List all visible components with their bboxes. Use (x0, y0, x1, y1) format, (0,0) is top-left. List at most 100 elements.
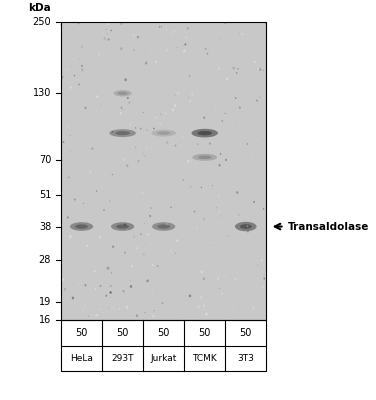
Text: 50: 50 (117, 328, 129, 338)
Circle shape (96, 314, 98, 316)
Circle shape (140, 128, 141, 130)
Circle shape (115, 82, 117, 84)
Text: 293T: 293T (111, 354, 134, 363)
Circle shape (238, 306, 239, 307)
Ellipse shape (114, 90, 132, 96)
Circle shape (87, 221, 88, 223)
Circle shape (187, 27, 189, 29)
Circle shape (70, 134, 71, 136)
Circle shape (205, 48, 206, 50)
Circle shape (64, 288, 66, 290)
Circle shape (68, 176, 70, 178)
Circle shape (99, 308, 101, 310)
Circle shape (110, 292, 111, 293)
Circle shape (105, 134, 106, 135)
Circle shape (120, 112, 122, 115)
Circle shape (159, 285, 160, 286)
Circle shape (147, 233, 149, 236)
Circle shape (188, 75, 191, 77)
Circle shape (61, 61, 62, 62)
Circle shape (256, 100, 258, 102)
Circle shape (144, 155, 146, 157)
Circle shape (74, 198, 76, 200)
Circle shape (164, 112, 167, 114)
Circle shape (211, 256, 212, 257)
Ellipse shape (70, 222, 93, 231)
Circle shape (124, 252, 126, 254)
Circle shape (145, 146, 148, 149)
Circle shape (83, 203, 84, 204)
Circle shape (253, 308, 254, 310)
Circle shape (85, 284, 86, 286)
Circle shape (156, 117, 157, 118)
Circle shape (85, 106, 86, 109)
Text: 19: 19 (39, 297, 51, 307)
Circle shape (103, 37, 106, 40)
Circle shape (234, 43, 235, 44)
Circle shape (203, 278, 205, 280)
Circle shape (105, 29, 107, 30)
Circle shape (203, 218, 205, 220)
Bar (61, 22, 266, 320)
Circle shape (234, 278, 236, 281)
Circle shape (70, 151, 71, 152)
Circle shape (262, 286, 264, 288)
Circle shape (166, 49, 168, 51)
Ellipse shape (75, 224, 88, 229)
Circle shape (217, 277, 219, 280)
Circle shape (257, 68, 259, 70)
Circle shape (189, 221, 190, 222)
Circle shape (247, 225, 248, 227)
Circle shape (212, 185, 213, 186)
Circle shape (100, 104, 102, 106)
Circle shape (171, 131, 173, 132)
Circle shape (216, 112, 217, 114)
Circle shape (89, 170, 91, 173)
Circle shape (225, 159, 227, 161)
Circle shape (67, 68, 68, 70)
Circle shape (123, 158, 125, 160)
Ellipse shape (192, 154, 217, 161)
Circle shape (137, 36, 139, 38)
Circle shape (185, 43, 186, 46)
Circle shape (174, 30, 176, 32)
Circle shape (161, 26, 162, 27)
Circle shape (124, 224, 126, 226)
Circle shape (74, 75, 75, 76)
Circle shape (135, 146, 136, 148)
Circle shape (186, 37, 187, 38)
Circle shape (121, 106, 122, 109)
Circle shape (187, 160, 190, 163)
Circle shape (155, 60, 157, 63)
Circle shape (99, 54, 100, 56)
Circle shape (189, 100, 191, 102)
Circle shape (138, 160, 139, 162)
Circle shape (123, 160, 124, 161)
Text: 70: 70 (39, 155, 51, 165)
Circle shape (79, 283, 80, 285)
Circle shape (220, 153, 221, 155)
Circle shape (170, 250, 171, 252)
Circle shape (72, 297, 74, 299)
Circle shape (166, 143, 167, 144)
Circle shape (157, 265, 159, 267)
Circle shape (81, 68, 83, 72)
Circle shape (62, 278, 65, 281)
Circle shape (106, 75, 108, 76)
Circle shape (105, 294, 107, 297)
Ellipse shape (111, 222, 134, 231)
Circle shape (235, 225, 236, 226)
Ellipse shape (118, 92, 127, 95)
Circle shape (99, 236, 101, 238)
Circle shape (218, 164, 221, 167)
Circle shape (128, 102, 130, 104)
Circle shape (81, 45, 83, 48)
Text: 50: 50 (158, 328, 170, 338)
Circle shape (200, 270, 203, 273)
Circle shape (261, 259, 263, 262)
Circle shape (103, 312, 104, 313)
Circle shape (127, 97, 129, 99)
Circle shape (82, 220, 83, 221)
Text: 130: 130 (33, 88, 51, 98)
Circle shape (123, 290, 124, 292)
